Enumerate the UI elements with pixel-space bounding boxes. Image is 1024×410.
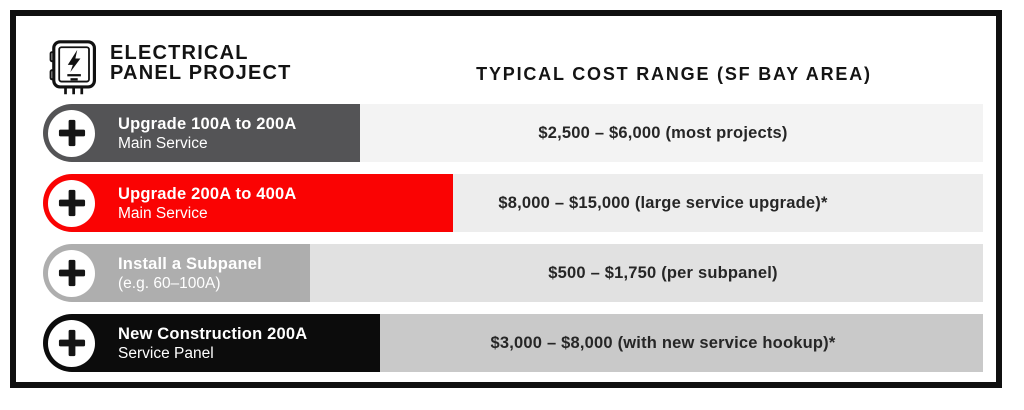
project-name: Upgrade 200A to 400A — [118, 184, 297, 203]
project-subtitle: Service Panel — [118, 344, 214, 362]
plus-badge — [48, 249, 95, 297]
table-row: Upgrade 200A to 400A Main Service $8,000… — [43, 174, 983, 232]
plus-badge — [48, 179, 95, 227]
brand-name-line1: ELECTRICAL — [110, 42, 249, 64]
project-type-label: New Construction 200A Service Panel — [43, 314, 380, 372]
cost-cell-background — [360, 104, 983, 162]
project-name: Upgrade 100A to 200A — [118, 114, 297, 133]
project-type-label: Install a Subpanel (e.g. 60–100A) — [43, 244, 310, 302]
plus-icon — [58, 329, 85, 357]
electrical-panel-icon — [49, 40, 96, 95]
cost-cell-background — [380, 314, 983, 372]
table-row: New Construction 200A Service Panel $3,0… — [43, 314, 983, 372]
project-type-label: Upgrade 200A to 400A Main Service — [43, 174, 453, 232]
table-row: Upgrade 100A to 200A Main Service $2,500… — [43, 104, 983, 162]
table-row: Install a Subpanel (e.g. 60–100A) $500 –… — [43, 244, 983, 302]
cost-cell-background — [453, 174, 983, 232]
project-subtitle: Main Service — [118, 204, 208, 222]
project-subtitle: Main Service — [118, 134, 208, 152]
project-type-label: Upgrade 100A to 200A Main Service — [43, 104, 360, 162]
project-name: New Construction 200A — [118, 324, 308, 343]
plus-badge — [48, 319, 95, 367]
project-name: Install a Subpanel — [118, 254, 262, 273]
plus-icon — [58, 259, 85, 287]
cost-cell-background — [310, 244, 983, 302]
brand-name-line2: PANEL PROJECT — [110, 62, 292, 84]
project-subtitle: (e.g. 60–100A) — [118, 274, 221, 292]
cost-table: Upgrade 100A to 200A Main Service $2,500… — [43, 104, 983, 372]
plus-badge — [48, 109, 95, 157]
plus-icon — [58, 119, 85, 147]
brand-name: ELECTRICAL PANEL PROJECT — [110, 43, 292, 83]
cost-range-title: TYPICAL COST RANGE (SF BAY AREA) — [476, 64, 872, 84]
plus-icon — [58, 189, 85, 217]
brand-logo: ELECTRICAL PANEL PROJECT — [47, 40, 292, 96]
